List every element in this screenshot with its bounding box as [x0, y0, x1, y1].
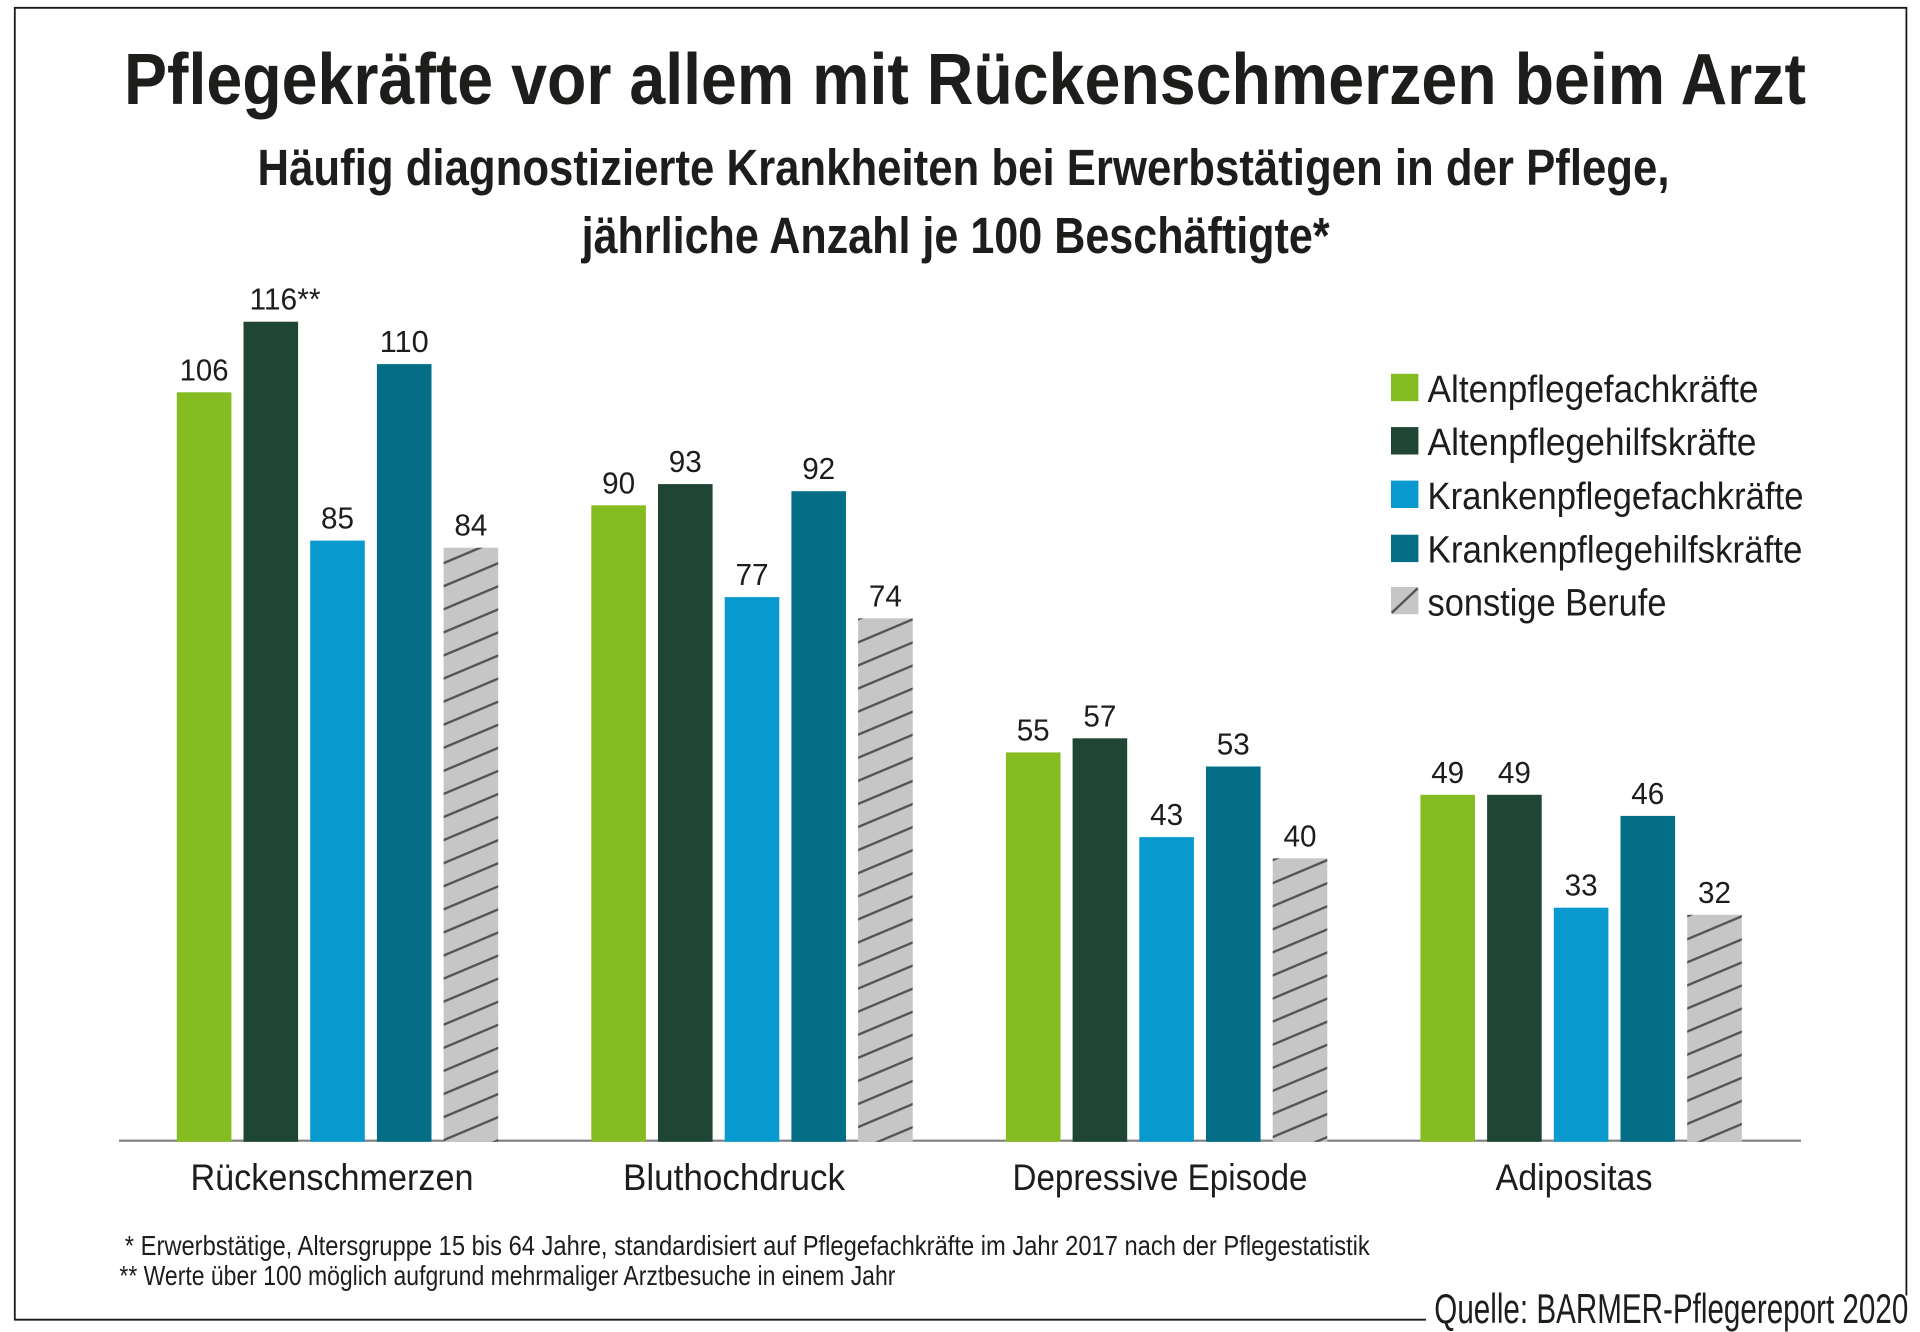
svg-text:sonstige Berufe: sonstige Berufe [1428, 582, 1667, 624]
svg-text:Krankenpflegehilfskräfte: Krankenpflegehilfskräfte [1428, 529, 1803, 571]
svg-text:40: 40 [1284, 818, 1317, 853]
svg-text:** Werte über 100 möglich aufg: ** Werte über 100 möglich aufgrund mehrm… [119, 1260, 895, 1291]
svg-text:Krankenpflegefachkräfte: Krankenpflegefachkräfte [1428, 476, 1804, 518]
svg-text:55: 55 [1017, 712, 1050, 747]
svg-text:Depressive Episode: Depressive Episode [1013, 1157, 1308, 1198]
svg-text:93: 93 [669, 444, 702, 479]
svg-text:Altenpflegehilfskräfte: Altenpflegehilfskräfte [1428, 422, 1757, 464]
svg-text:74: 74 [869, 578, 902, 613]
svg-text:Quelle: BARMER-Pflegereport 20: Quelle: BARMER-Pflegereport 2020 [1434, 1285, 1908, 1332]
svg-text:jährliche Anzahl je 100 Beschä: jährliche Anzahl je 100 Beschäftigte* [581, 207, 1330, 264]
svg-text:46: 46 [1631, 776, 1664, 811]
svg-text:* Erwerbstätige, Altersgruppe: * Erwerbstätige, Altersgruppe 15 bis 64 … [125, 1230, 1371, 1261]
svg-text:Rückenschmerzen: Rückenschmerzen [191, 1157, 474, 1198]
svg-text:110: 110 [380, 324, 429, 359]
svg-text:85: 85 [321, 501, 354, 536]
svg-text:32: 32 [1698, 875, 1731, 910]
svg-text:43: 43 [1150, 797, 1183, 832]
svg-text:57: 57 [1083, 698, 1116, 733]
svg-text:90: 90 [602, 465, 635, 500]
svg-text:Häufig diagnostizierte Krankhe: Häufig diagnostizierte Krankheiten bei E… [258, 139, 1670, 196]
svg-text:92: 92 [802, 451, 835, 486]
svg-text:53: 53 [1217, 727, 1250, 762]
svg-text:Bluthochdruck: Bluthochdruck [623, 1157, 845, 1198]
svg-text:49: 49 [1431, 755, 1464, 790]
svg-text:106: 106 [180, 352, 229, 387]
svg-text:Pflegekräfte vor allem mit Rüc: Pflegekräfte vor allem mit Rückenschmerz… [124, 40, 1806, 120]
svg-text:116**: 116** [250, 282, 321, 317]
svg-text:Altenpflegefachkräfte: Altenpflegefachkräfte [1428, 369, 1759, 411]
svg-text:84: 84 [454, 508, 487, 543]
svg-text:49: 49 [1498, 755, 1531, 790]
svg-text:33: 33 [1565, 868, 1598, 903]
svg-text:Adipositas: Adipositas [1496, 1157, 1653, 1198]
svg-text:77: 77 [736, 557, 769, 592]
